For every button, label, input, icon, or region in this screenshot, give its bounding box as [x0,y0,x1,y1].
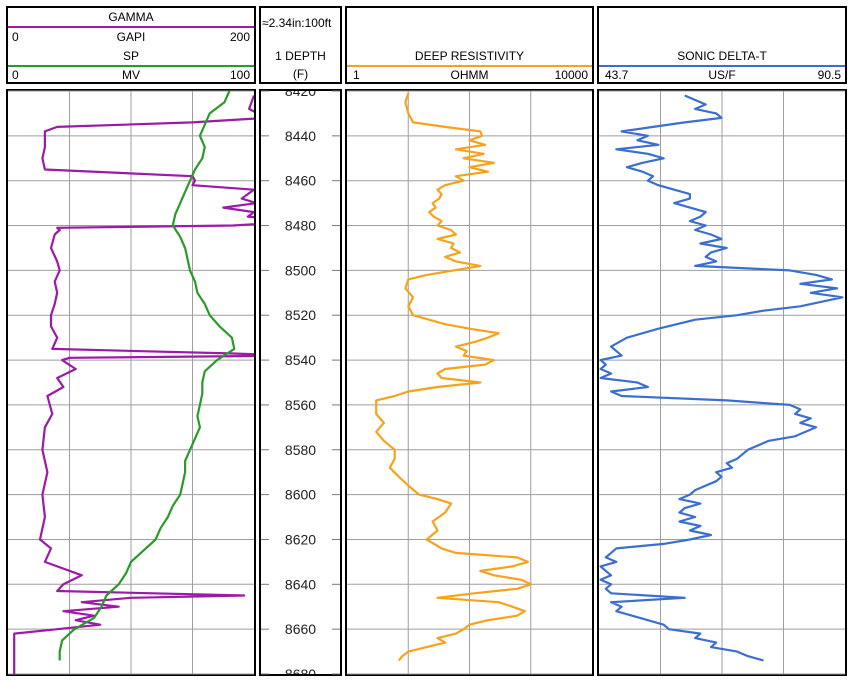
depth-tick-label: 8580 [285,442,316,458]
gamma-legend-line [8,26,254,28]
gamma-unit: GAPI [116,30,146,44]
depth-tick-label: 8460 [285,173,316,189]
depth-tick-label: 8540 [285,352,316,368]
sonic-curve [599,94,844,662]
resistivity-curve [375,92,532,662]
resistivity-scale-min: 1 [353,68,360,82]
sp-legend-line [8,65,254,67]
depth-header: ≈2.34in:100ft 1 DEPTH (F) [259,6,342,84]
sonic-header: SONIC DELTA-T 43.7 US/F 90.5 [597,6,847,84]
depth-tick-label: 8660 [285,621,316,637]
gamma-curve [13,95,254,674]
depth-plot-frame [259,89,342,676]
depth-tick-label: 8440 [285,128,316,144]
depth-tick-label: 8420 [285,83,316,99]
sp-scale-max: 100 [229,68,250,82]
sonic-legend-line [599,65,845,67]
track1-header: GAMMA 0 GAPI 200 SP 0 MV 100 [6,6,256,84]
sp-curve [58,91,236,661]
depth-tick-label: 8480 [285,218,316,234]
sp-curve-name: SP [122,49,139,63]
sonic-scale-max: 90.5 [817,68,841,82]
sonic-scale-min: 43.7 [605,68,629,82]
depth-tick-label: 8600 [285,487,316,503]
resistivity-unit: OHMM [450,68,489,82]
gamma-scale-max: 200 [229,30,250,44]
depth-tick-label: 8500 [285,262,316,278]
resistivity-curve-name: DEEP RESISTIVITY [414,49,525,63]
gamma-scale-min: 0 [12,30,19,44]
sp-scale-min: 0 [12,68,19,82]
gamma-curve-name: GAMMA [108,10,154,24]
depth-scale-ratio: ≈2.34in:100ft [262,16,332,30]
depth-tick-label: 8680 [285,666,316,680]
sp-unit: MV [122,68,140,82]
resistivity-header: DEEP RESISTIVITY 1 OHMM 10000 [345,6,594,84]
sonic-curve-name: SONIC DELTA-T [677,49,767,63]
resistivity-scale-max: 10000 [554,68,588,82]
depth-unit: (F) [292,67,309,81]
sonic-unit: US/F [708,68,736,82]
depth-tick-labels: 8420 8440 8460 8480 8500 8520 8540 8560 8580 8600… [285,83,316,680]
depth-track-label: 1 DEPTH [275,49,326,63]
depth-tick-label: 8640 [285,576,316,592]
resistivity-legend-line [347,65,592,67]
depth-tick-label: 8620 [285,531,316,547]
depth-tick-label: 8520 [285,307,316,323]
depth-tick-label: 8560 [285,397,316,413]
